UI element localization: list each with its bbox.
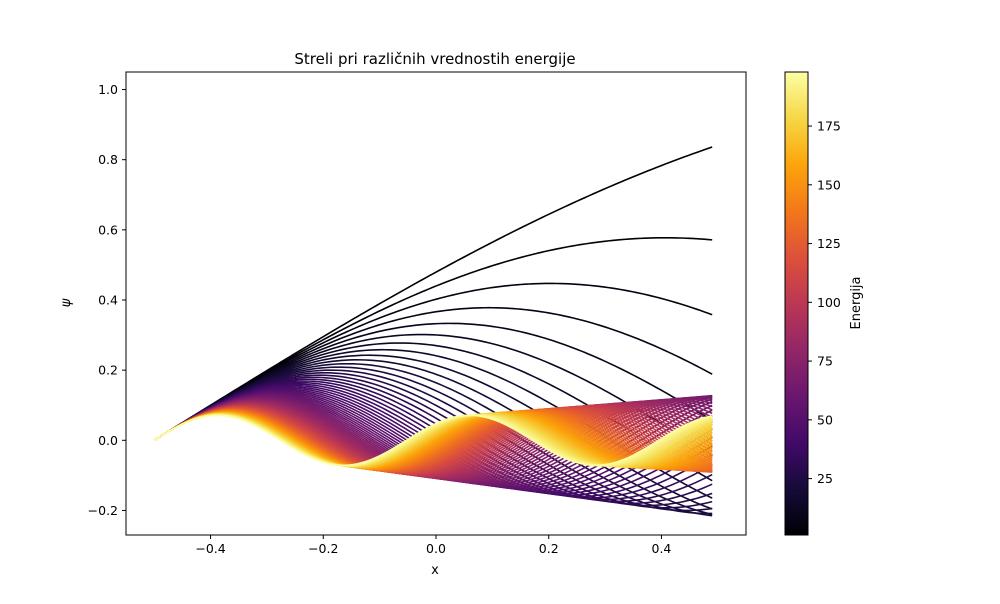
y-tick-label: 0.6 — [98, 222, 118, 237]
chart-title: Streli pri različnih vrednostih energije — [294, 50, 575, 68]
x-axis-label: x — [431, 563, 439, 578]
x-tick-label: −0.2 — [308, 541, 338, 556]
x-tick-label: 0.2 — [539, 541, 559, 556]
x-tick-label: −0.4 — [195, 541, 225, 556]
colorbar-tick-label: 150 — [817, 177, 841, 192]
colorbar-ticks: 25 50 75 100 125 150 175 — [808, 119, 841, 486]
y-tick-label: 0.2 — [98, 363, 118, 378]
colorbar — [785, 72, 808, 535]
y-tick-label: 0.0 — [98, 433, 118, 448]
y-tick-label: −0.2 — [88, 503, 118, 518]
x-tick-label: 0.0 — [426, 541, 446, 556]
colorbar-tick-label: 100 — [817, 295, 841, 310]
colorbar-label: Energija — [849, 276, 864, 329]
colorbar-tick-label: 175 — [817, 119, 841, 134]
series-line — [153, 414, 713, 467]
colorbar-frame — [784, 71, 809, 536]
colorbar-tick-label: 50 — [817, 412, 833, 427]
colorbar-tick-label: 125 — [817, 236, 841, 251]
y-axis-ticks: −0.2 0.0 0.2 0.4 0.6 0.8 1.0 — [88, 82, 126, 518]
y-tick-label: 1.0 — [98, 82, 118, 97]
y-axis-label: ψ — [59, 298, 74, 307]
x-tick-label: 0.4 — [652, 541, 672, 556]
x-axis-ticks: −0.4 −0.2 0.0 0.2 0.4 — [195, 535, 671, 556]
colorbar-tick-label: 25 — [817, 471, 833, 486]
colorbar-tick-label: 75 — [817, 354, 833, 369]
curve-group — [153, 146, 713, 517]
y-tick-label: 0.4 — [98, 292, 118, 307]
y-tick-label: 0.8 — [98, 152, 118, 167]
